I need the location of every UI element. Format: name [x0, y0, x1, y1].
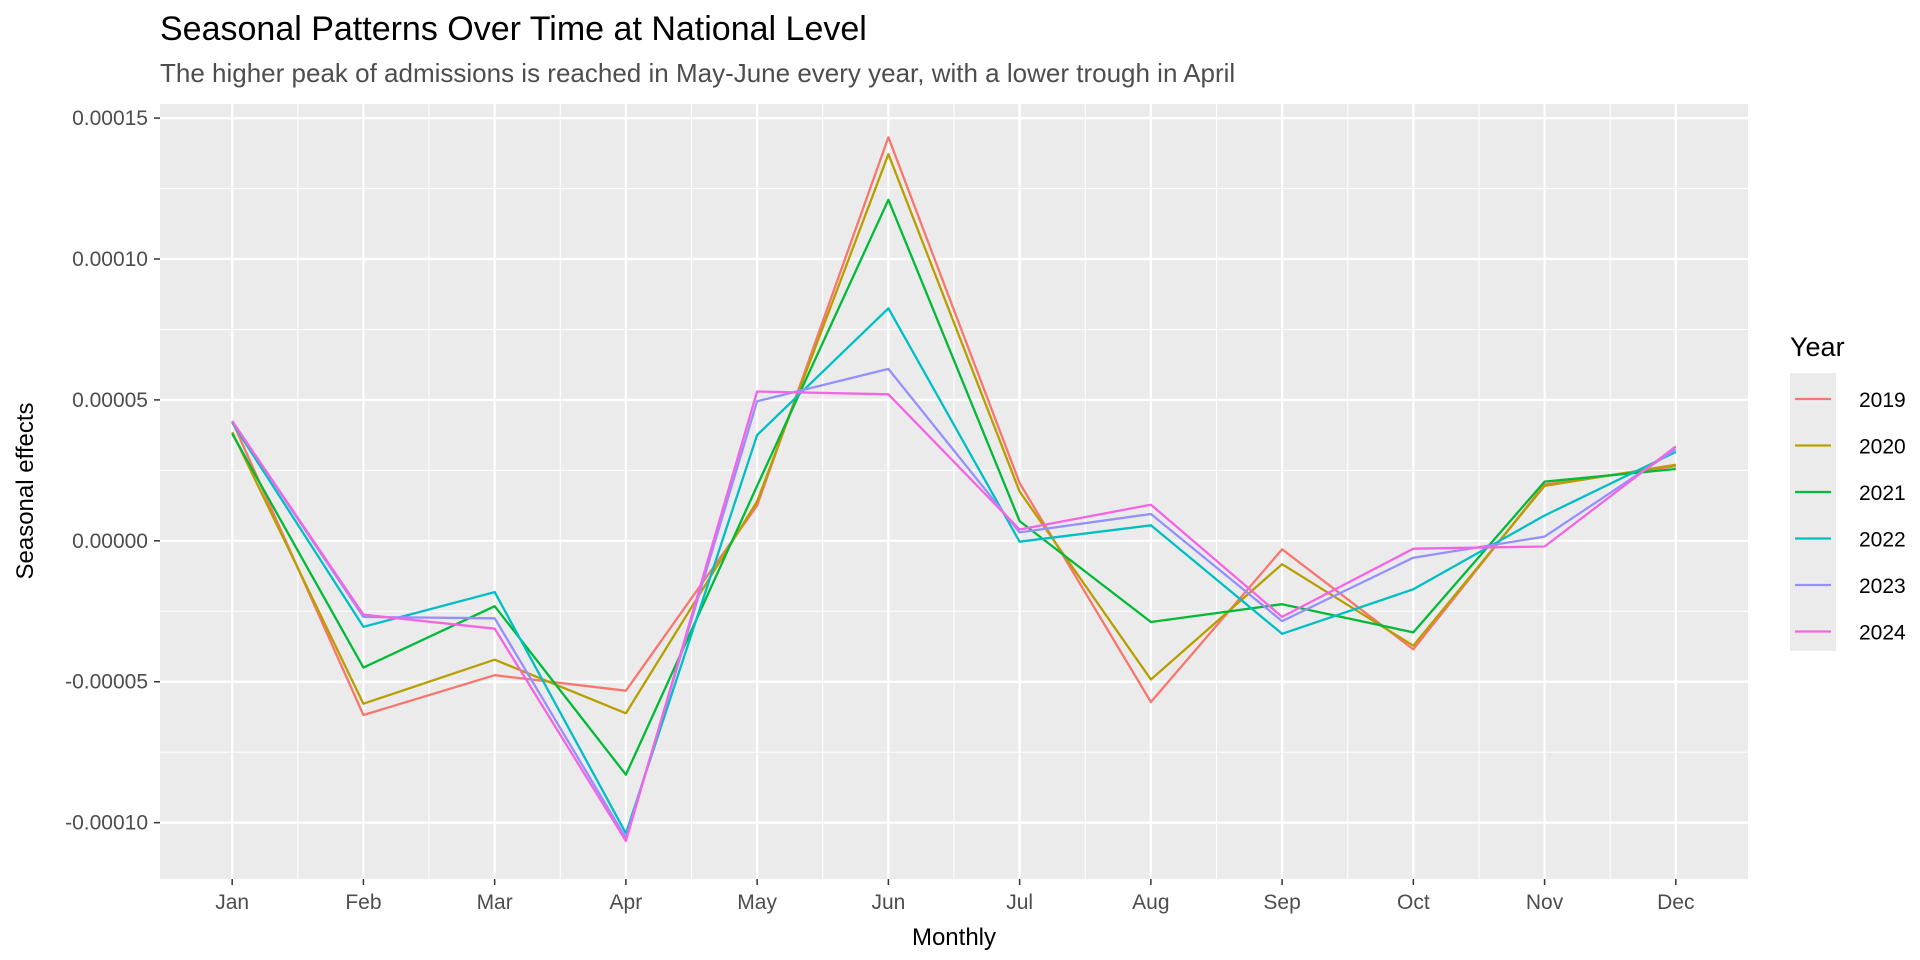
legend-label-2021: 2021: [1859, 482, 1906, 505]
legend-label-2019: 2019: [1859, 389, 1906, 412]
x-tick-label-jun: Jun: [871, 891, 905, 914]
y-axis-title: Seasonal effects: [12, 402, 39, 579]
major-gridlines: [160, 104, 1748, 879]
legend-label-2020: 2020: [1859, 436, 1906, 459]
x-tick-label-feb: Feb: [345, 891, 381, 914]
series-lines: [231, 136, 1677, 843]
x-tick-label-nov: Nov: [1526, 891, 1564, 914]
chart-title: Seasonal Patterns Over Time at National …: [160, 10, 867, 48]
x-tick-label-dec: Dec: [1657, 891, 1694, 914]
chart-subtitle: The higher peak of admissions is reached…: [160, 58, 1235, 88]
series-line-2021: [231, 198, 1676, 776]
series-line-2019: [231, 136, 1676, 717]
series-line-2022: [231, 307, 1677, 835]
series-line-2023: [231, 367, 1677, 840]
x-tick-label-jul: Jul: [1006, 891, 1033, 914]
legend-label-2023: 2023: [1859, 575, 1906, 598]
x-tick-label-mar: Mar: [477, 891, 513, 914]
x-tick-label-may: May: [737, 891, 777, 914]
legend-title: Year: [1790, 332, 1845, 362]
x-axis-title: Monthly: [912, 924, 996, 951]
y-tick-label: -0.00010: [65, 812, 148, 835]
x-tick-label-sep: Sep: [1263, 891, 1300, 914]
legend-label-2022: 2022: [1859, 529, 1906, 552]
y-tick-label: 0.00010: [72, 248, 148, 271]
y-tick-labels: -0.00010 -0.00005 0.00000 0.00005 0.00010 0.0…: [65, 107, 160, 835]
x-tick-labels: Jan Feb Mar Apr May Jun Jul Aug Sep Oct Nov Dec: [215, 879, 1694, 914]
legend-label-2024: 2024: [1859, 622, 1906, 645]
y-tick-label: 0.00015: [72, 107, 148, 130]
series-line-2020: [231, 153, 1676, 715]
series-line-2024: [231, 390, 1677, 843]
x-tick-label-aug: Aug: [1132, 891, 1169, 914]
x-tick-label-jan: Jan: [215, 891, 249, 914]
minor-gridlines: [160, 104, 1748, 879]
x-tick-label-oct: Oct: [1397, 891, 1430, 914]
legend: Year 2019 2020 2021 2022 2023 2024: [1790, 332, 1906, 651]
y-tick-label: 0.00005: [72, 389, 148, 412]
y-tick-label: 0.00000: [72, 530, 148, 553]
x-tick-label-apr: Apr: [610, 891, 643, 914]
legend-key-background: [1790, 373, 1836, 651]
legend-items: 2019 2020 2021 2022 2023 2024: [1795, 389, 1906, 645]
y-tick-label: -0.00005: [65, 671, 148, 694]
